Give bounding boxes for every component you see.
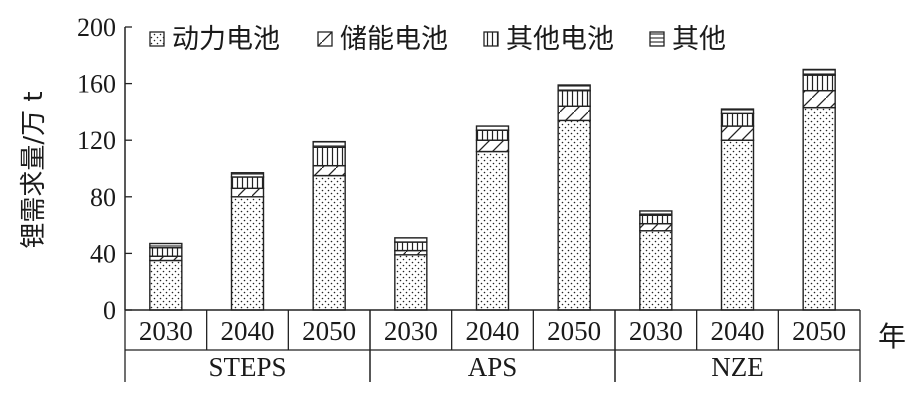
bar-segment-vertical: [639, 214, 673, 225]
x-unit-label: 年: [878, 321, 906, 353]
bar-segment-dots: [557, 119, 591, 311]
legend-swatch-diagonal: [317, 31, 333, 47]
x-group-label: NZE: [711, 352, 763, 382]
legend-label: 其他: [672, 24, 726, 55]
x-category-label: 2030: [139, 316, 193, 346]
bar-segment-horizontal: [230, 172, 265, 178]
bar-segment-dots: [802, 106, 836, 311]
bar-segment-horizontal: [557, 84, 591, 92]
bar-segment-diagonal: [230, 187, 265, 198]
bar-segment-diagonal: [557, 105, 591, 122]
bar-segment-dots: [394, 254, 428, 311]
bar-segment-diagonal: [475, 139, 510, 153]
bar-segment-horizontal: [802, 68, 836, 76]
bars: [149, 68, 836, 311]
bar-segment-dots: [639, 230, 673, 311]
legend-swatch-vertical: [483, 31, 499, 47]
x-category-label: 2030: [629, 316, 683, 346]
bar-segment-dots: [720, 139, 755, 311]
bar-segment-vertical: [149, 247, 183, 257]
x-category-label: 2030: [384, 316, 438, 346]
x-category-label: 2050: [302, 316, 356, 346]
y-tick-label: 80: [90, 183, 116, 212]
bar-segment-dots: [149, 259, 183, 311]
legend-label: 动力电池: [172, 24, 280, 55]
bar-segment-horizontal: [639, 210, 673, 216]
x-category-label: 2050: [792, 316, 846, 346]
legend-swatch-dots: [149, 31, 165, 47]
bar-segment-horizontal: [720, 108, 755, 115]
bar-segment-horizontal: [475, 125, 510, 131]
bar-segment-diagonal: [720, 125, 755, 141]
x-category-label: 2040: [466, 316, 520, 346]
legend: 动力电池 储能电池 其他电池 其他: [149, 24, 726, 55]
bar-segment-vertical: [557, 89, 591, 107]
bar-segment-dots: [230, 196, 265, 311]
x-category-label: 2050: [547, 316, 601, 346]
bar-segment-horizontal: [149, 242, 183, 249]
bar-segment-horizontal: [394, 237, 428, 243]
y-tick-label: 160: [77, 70, 116, 99]
legend-label: 储能电池: [340, 24, 448, 55]
bar-segment-diagonal: [802, 89, 836, 109]
bar-segment-dots: [312, 174, 346, 311]
bar-segment-vertical: [802, 74, 836, 92]
bar-segment-diagonal: [639, 222, 673, 232]
x-group-label: STEPS: [208, 352, 286, 382]
legend-label: 其他电池: [506, 24, 614, 55]
y-tick-label: 120: [77, 126, 116, 155]
bar-segment-vertical: [394, 241, 428, 252]
bar-segment-diagonal: [312, 164, 346, 177]
y-tick-label: 40: [90, 239, 116, 268]
axes: 0 40 80 120 160 200 2030 2040 2050 STEPS 2030 2040 2…: [77, 13, 861, 382]
bar-segment-vertical: [475, 129, 510, 141]
y-tick-label: 0: [103, 296, 116, 325]
y-axis-title: 锂需求量/万 t: [19, 91, 49, 248]
bar-segment-vertical: [720, 112, 755, 127]
x-category-label: 2040: [221, 316, 275, 346]
legend-swatch-horizontal: [649, 31, 665, 47]
bar-segment-horizontal: [312, 140, 346, 148]
bar-segment-vertical: [230, 176, 265, 190]
bar-segment-vertical: [312, 146, 346, 167]
bar-segment-dots: [475, 150, 510, 311]
x-group-label: APS: [468, 352, 518, 382]
x-category-label: 2040: [711, 316, 765, 346]
y-tick-label: 200: [77, 13, 116, 42]
